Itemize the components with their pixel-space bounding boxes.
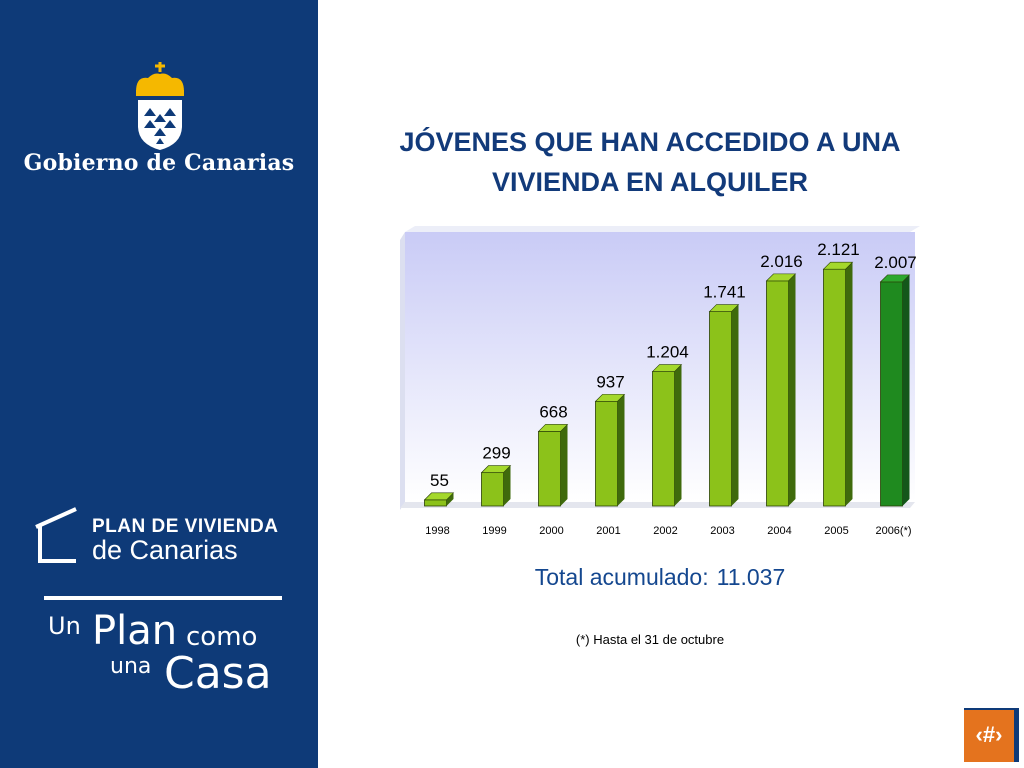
bar-side [560,424,568,506]
slogan-plan: Plan [92,608,178,654]
bar [880,281,903,507]
bar-top [651,364,683,372]
data-label: 299 [482,444,510,463]
bar-side [731,304,739,506]
data-label: 2.016 [760,252,803,271]
page-title: JÓVENES QUE HAN ACCEDIDO A UNA VIVIENDA … [350,122,950,202]
total-value: 11.037 [716,564,786,590]
bar-top [537,424,569,432]
slide-number: ‹#› [975,722,1003,747]
bar-top [423,492,455,501]
bar-side [902,274,910,506]
bar-top [879,274,911,283]
sidebar: Gobierno de Canarias PLAN DE VIVIENDA de… [0,0,318,768]
total-label: Total acumulado: [534,564,709,590]
bar-top [594,394,626,402]
bar [766,280,789,507]
title-line2: VIVIENDA EN ALQUILER [491,167,809,197]
divider [44,596,282,600]
slogan-una: una [110,654,152,679]
house-outline-icon [35,507,77,563]
x-tick-label: 2005 [824,525,848,537]
data-label: 1.741 [703,283,746,302]
bar-top [480,465,512,473]
bar [709,311,732,507]
bar [823,268,846,507]
bar-top [822,261,854,270]
plot-side-wall [400,232,405,510]
bar-side [845,262,853,506]
x-tick-label: 2004 [767,525,791,537]
bar-side [446,492,454,506]
data-label: 937 [596,372,624,391]
data-label: 668 [539,402,567,421]
x-tick-label: 1998 [425,525,449,537]
plan-title-line2: de Canarias [92,535,238,565]
plot-top-edge [405,226,920,232]
footnote: (*) Hasta el 31 de octubre [575,632,725,647]
slogan-casa: Casa [164,648,272,699]
bar [595,400,618,507]
bar-side [503,465,511,506]
x-tick-label: 2006(*) [875,525,911,537]
bar-side [674,364,682,506]
title-line1: JÓVENES QUE HAN ACCEDIDO A UNA [399,127,901,157]
x-tick-label: 1999 [482,525,506,537]
bar-chart: 55 1998 299 1999 668 2000 937 2001 1.204 2002 1.74… [400,226,920,537]
x-tick-label: 2001 [596,525,620,537]
slide-number-box: ‹#› [964,708,1019,762]
x-tick-label: 2003 [710,525,734,537]
plan-title-line1: PLAN DE VIVIENDA [92,516,279,537]
bar [538,431,561,507]
organization-name: Gobierno de Canarias [23,150,295,176]
bar-side [788,273,796,506]
bar [424,499,447,507]
data-label: 2.121 [817,240,860,259]
slogan-como: como [186,622,258,652]
data-label: 2.007 [874,253,917,272]
data-label: 1.204 [646,343,689,362]
bar [481,472,504,507]
x-tick-label: 2002 [653,525,677,537]
bar-top [708,304,740,312]
total-accumulated: Total acumulado: 11.037 [420,564,900,591]
bar-side [617,394,625,506]
royal-crown-shield-icon [136,62,184,150]
bar-top [765,273,797,282]
bar [652,371,675,507]
slogan-un: Un [48,612,81,640]
x-tick-label: 2000 [539,525,563,537]
data-label: 55 [430,471,449,490]
